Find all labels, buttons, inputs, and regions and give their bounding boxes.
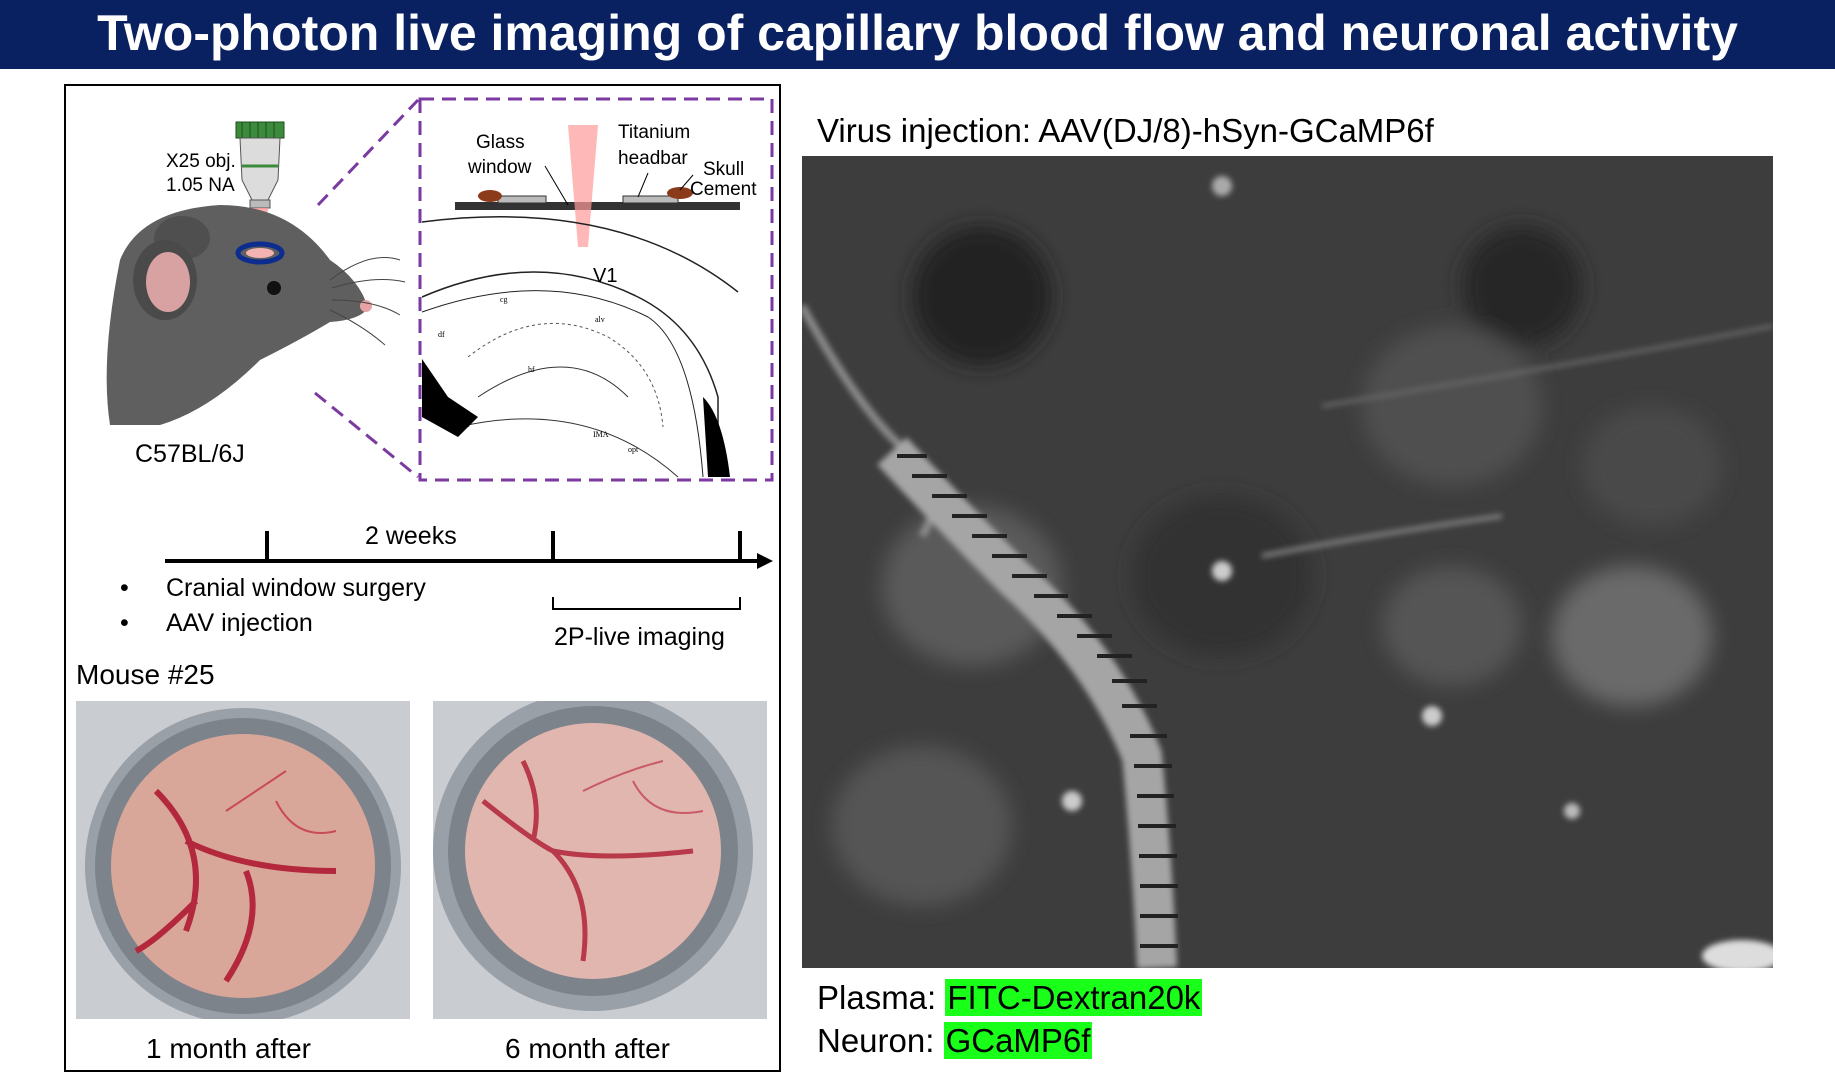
svg-text:opt: opt — [628, 445, 639, 454]
bullet-1: • — [120, 574, 129, 602]
neuron-label: Neuron: — [817, 1022, 944, 1059]
headbar-label-1: Titanium — [618, 122, 691, 143]
neuron-line: Neuron: GCaMP6f — [817, 1022, 1093, 1060]
mouse-id-label: Mouse #25 — [76, 659, 215, 690]
experiment-panel — [64, 84, 781, 1072]
svg-text:hhc: hhc — [458, 420, 470, 429]
svg-text:alv: alv — [595, 315, 605, 324]
headbar-label-2: headbar — [618, 148, 688, 169]
step-aav-injection: AAV injection — [166, 609, 313, 637]
brain-section-inset: V1 cg df alv hf hhc IMA opt — [418, 97, 774, 482]
imaging-period-label: 2P-live imaging — [554, 623, 725, 651]
svg-text:cg: cg — [500, 295, 508, 304]
skull-label-2: Cement — [690, 179, 757, 200]
glass-window-label-1: Glass — [476, 132, 525, 153]
mouse-schematic — [106, 121, 406, 425]
objective-icon — [235, 121, 285, 240]
svg-text:IMA: IMA — [593, 430, 609, 439]
zoom-lines — [314, 98, 420, 479]
plasma-dye: FITC-Dextran20k — [945, 979, 1203, 1016]
timeline — [165, 531, 773, 610]
virus-injection-label: Virus injection: AAV(DJ/8)-hSyn-GCaMP6f — [817, 112, 1434, 149]
mouse-icon — [106, 205, 406, 425]
plasma-line: Plasma: FITC-Dextran20k — [817, 979, 1203, 1017]
title-banner: Two-photon live imaging of capillary blo… — [0, 0, 1835, 69]
objective-label-line1: X25 obj. — [166, 151, 236, 172]
two-photon-image — [802, 156, 1773, 968]
objective-label-line2: 1.05 NA — [166, 175, 235, 196]
skull-label-1: Skull — [703, 159, 745, 180]
photo-caption-1: 1 month after — [146, 1033, 311, 1064]
svg-text:df: df — [438, 330, 445, 339]
step-cranial-window: Cranial window surgery — [166, 574, 426, 602]
svg-text:hf: hf — [528, 365, 535, 374]
photo-caption-2: 6 month after — [505, 1033, 670, 1064]
window-photo-6-month — [433, 701, 767, 1019]
region-label: V1 — [593, 265, 617, 287]
neuron-indicator: GCaMP6f — [943, 1022, 1093, 1059]
page-title: Two-photon live imaging of capillary blo… — [97, 5, 1738, 61]
strain-label: C57BL/6J — [135, 440, 245, 468]
bullet-2: • — [120, 609, 129, 637]
window-photo-1-month — [76, 701, 410, 1019]
glass-window-label-2: window — [468, 157, 532, 178]
plasma-label: Plasma: — [817, 979, 946, 1016]
interval-label: 2 weeks — [365, 522, 457, 550]
